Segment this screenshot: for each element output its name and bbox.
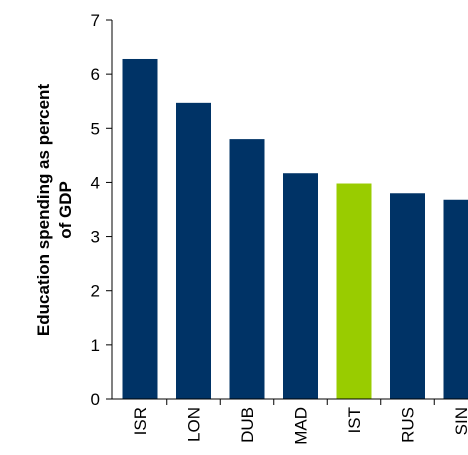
y-axis: 0 1 2 3 4 5 6 7 [91, 11, 112, 409]
bar-ist [336, 183, 372, 399]
y-axis-title-line-2: of GDP [56, 181, 75, 239]
x-tick-label-mad: MAD [292, 407, 311, 445]
y-axis-title-line-1: Education spending as percent [34, 84, 53, 337]
bar-rus [390, 193, 425, 399]
x-tick-label-dub: DUB [238, 407, 257, 443]
x-tick-label-sin: SIN [452, 407, 468, 435]
bars [122, 58, 468, 400]
x-tick-label-isr: ISR [131, 407, 150, 435]
y-tick-label: 6 [91, 65, 100, 84]
bar-sin [443, 199, 468, 399]
y-tick-label: 3 [91, 228, 100, 247]
y-axis-title: Education spending as percent of GDP [34, 84, 75, 337]
x-tick-label-rus: RUS [399, 407, 418, 443]
y-tick-label: 7 [91, 11, 100, 30]
y-tick-label: 0 [91, 390, 100, 409]
x-tick-label-lon: LON [185, 407, 204, 442]
y-tick-label: 1 [91, 336, 100, 355]
bar-dub [229, 139, 265, 399]
bar-isr [122, 58, 158, 400]
x-axis: ISR LON DUB MAD IST RUS SIN [131, 399, 468, 445]
y-tick-label: 5 [91, 119, 100, 138]
bar-lon [176, 102, 211, 400]
x-tick-label-ist: IST [345, 407, 364, 433]
bar-mad [283, 173, 318, 399]
y-tick-label: 2 [91, 282, 100, 301]
y-tick-label: 4 [91, 173, 100, 192]
